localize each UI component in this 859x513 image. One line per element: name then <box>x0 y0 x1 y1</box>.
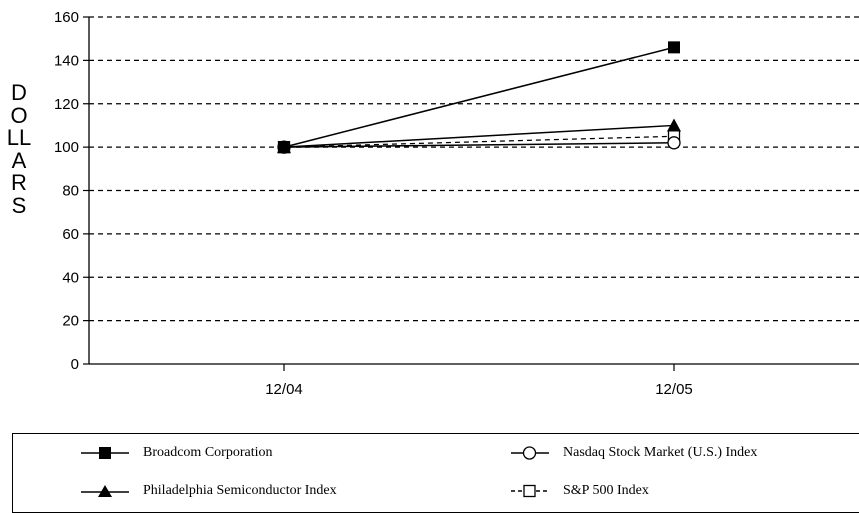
x-tick-label: 12/04 <box>265 381 303 398</box>
legend-item-philadelphia: Philadelphia Semiconductor Index <box>79 483 337 499</box>
series-line-0 <box>283 46 675 148</box>
y-tick-label: 40 <box>62 269 79 286</box>
series-line-3 <box>283 135 675 148</box>
legend-label: Philadelphia Semiconductor Index <box>143 483 337 498</box>
legend-label: Nasdaq Stock Market (U.S.) Index <box>563 445 758 460</box>
y-tick-label: 160 <box>54 9 79 26</box>
series-segment <box>283 124 675 148</box>
legend-label: Broadcom Corporation <box>143 445 273 460</box>
series-line-1 <box>283 124 675 148</box>
y-tick-label: 140 <box>54 52 79 69</box>
line-chart: 0 20 40 60 80 100 120 140 160 12/04 12/05 <box>54 9 859 398</box>
y-tick-label: 80 <box>62 183 79 200</box>
series-segment <box>283 142 675 148</box>
series-segment <box>283 135 675 148</box>
series-group <box>277 41 681 154</box>
series-points-3 <box>277 130 681 154</box>
point-filled-square <box>668 41 680 54</box>
series-line-2 <box>283 142 675 148</box>
x-tick-label: 12/05 <box>655 381 693 398</box>
legend-item-sp500: S&P 500 Index <box>509 483 649 499</box>
point-open-circle <box>667 136 681 150</box>
legend-marker-filled-triangle <box>81 485 129 497</box>
grid-lines <box>89 16 859 322</box>
series-segment <box>283 46 675 148</box>
y-tick-labels: 0 20 40 60 80 100 120 140 160 <box>54 9 79 373</box>
legend-item-broadcom: Broadcom Corporation <box>79 445 272 461</box>
y-tick-label: 60 <box>62 226 79 243</box>
legend-marker-filled-square <box>81 447 129 459</box>
legend-marker-open-square <box>511 484 549 498</box>
y-tick-label: 0 <box>71 356 79 373</box>
legend-item-nasdaq: Nasdaq Stock Market (U.S.) Index <box>509 445 757 461</box>
y-tick-label: 20 <box>62 313 79 330</box>
point-filled-square <box>278 141 290 154</box>
legend-label: S&P 500 Index <box>563 483 649 498</box>
point-filled-triangle <box>667 118 681 132</box>
y-tick-label: 120 <box>54 96 79 113</box>
axes <box>83 16 859 371</box>
y-tick-label: 100 <box>54 139 79 156</box>
x-tick-labels: 12/04 12/05 <box>265 381 693 398</box>
y-axis-label: DOLLARS <box>6 80 32 218</box>
series-points-0 <box>278 41 680 154</box>
legend: Broadcom Corporation Philadelphia Semico… <box>12 433 859 513</box>
legend-marker-open-circle <box>511 446 549 460</box>
